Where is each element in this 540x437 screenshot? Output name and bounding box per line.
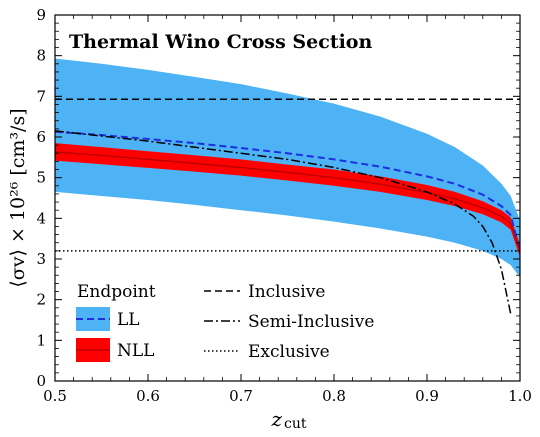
y-tick-label: 3 xyxy=(36,250,46,268)
bands-layer xyxy=(55,58,520,278)
x-tick-label: 0.7 xyxy=(229,387,253,405)
x-tick-label: 0.9 xyxy=(415,387,439,405)
y-tick-label: 4 xyxy=(36,209,46,227)
y-tick-label: 9 xyxy=(36,6,46,24)
y-tick-label: 0 xyxy=(36,372,46,390)
x-tick-label: 0.5 xyxy=(43,387,67,405)
legend-title: Endpoint xyxy=(77,282,156,302)
y-tick-label: 1 xyxy=(36,331,46,349)
x-tick-label: 1.0 xyxy=(508,387,532,405)
line-nll-central xyxy=(55,151,520,252)
legend-semi-inclusive-label: Semi-Inclusive xyxy=(248,312,374,332)
legend-inclusive-label: Inclusive xyxy=(248,282,325,302)
legend-exclusive-label: Exclusive xyxy=(248,342,330,362)
x-axis-title: z xyxy=(270,407,282,431)
y-tick-label: 2 xyxy=(36,291,46,309)
y-tick-label: 7 xyxy=(36,87,46,105)
y-tick-label: 6 xyxy=(36,128,46,146)
y-axis-title: ⟨σv⟩ × 10²⁶ [cm³/s] xyxy=(7,108,29,287)
lines-layer xyxy=(55,98,520,315)
legend: Endpoint LL NLL Inclusive Semi-Inclusive… xyxy=(76,282,374,362)
chart-title: Thermal Wino Cross Section xyxy=(69,31,372,53)
legend-nll-label: NLL xyxy=(117,341,154,361)
x-axis-title-subscript: cut xyxy=(284,416,307,432)
x-tick-label: 0.8 xyxy=(322,387,346,405)
y-tick-label: 5 xyxy=(36,169,46,187)
legend-ll-label: LL xyxy=(117,310,140,330)
y-tick-label: 8 xyxy=(36,47,46,65)
x-tick-label: 0.6 xyxy=(136,387,160,405)
plot-frame xyxy=(54,14,521,382)
band-nll xyxy=(55,143,520,257)
line-ll-central xyxy=(55,130,520,252)
line-semi-inclusive xyxy=(55,130,512,315)
axis-ticks: 0.5 0.6 0.7 0.8 0.9 1.0 0 1 2 3 4 5 6 7 8 9 xyxy=(36,6,531,405)
